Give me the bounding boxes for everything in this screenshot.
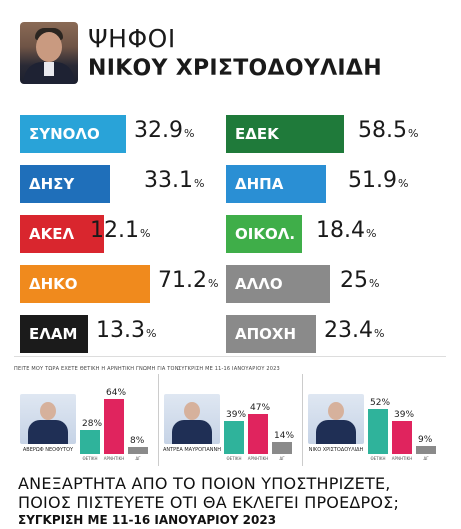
favorability-bar xyxy=(80,430,100,454)
title-bottom: ΝΙΚΟΥ ΧΡΙΣΤΟΔΟΥΛΙΔΗ xyxy=(88,56,382,81)
section-divider xyxy=(14,356,446,357)
favorability-value: 39% xyxy=(394,410,415,420)
party-label: ΣΥΝΟΛΟ xyxy=(20,115,126,153)
party-value: 13.3% xyxy=(96,318,157,343)
candidate-panel-2: ΑΝΤΡΕΑ ΜΑΥΡΟΓΙΑΝΝΗ 39% ΘΕΤΙΚΗ 47% ΑΡΝΗΤΙΚΗ 14… xyxy=(158,374,303,466)
candidate-name: ΑΝΤΡΕΑ ΜΑΥΡΟΓΙΑΝΝΗ xyxy=(162,447,222,453)
party-value: 23.4% xyxy=(324,318,385,343)
candidate-panel-1: ΑΒΕΡΩΦ ΝΕΟΦΥΤΟΥ 28% ΘΕΤΙΚΗ 64% ΑΡΝΗΤΙΚΗ 8% ΔΓ xyxy=(14,374,159,466)
percent-sign: % xyxy=(369,277,380,290)
favorability-bar xyxy=(224,421,244,454)
percent-sign: % xyxy=(145,327,157,340)
favorability-bar xyxy=(416,446,436,454)
party-value: 25% xyxy=(340,268,380,293)
party-value: 33.1% xyxy=(144,168,205,193)
favorability-comparison: ΣΥΓΚΡΙΣΗ ΜΕ 11-16 ΙΑΝΟΥΑΡΙΟΥ 2023 xyxy=(178,366,280,372)
favorability-value: 8% xyxy=(130,436,145,446)
percent-sign: % xyxy=(139,227,151,240)
candidate-photo xyxy=(164,394,220,444)
favorability-bar xyxy=(368,409,388,454)
candidate-portrait xyxy=(20,22,78,84)
favorability-value: 52% xyxy=(370,398,391,408)
favorability-value: 9% xyxy=(418,435,433,445)
party-label: ΕΛΑΜ xyxy=(20,315,88,353)
favorability-category: ΔΓ xyxy=(423,456,429,461)
favorability-value: 47% xyxy=(250,403,271,413)
favorability-bar xyxy=(272,442,292,454)
percent-sign: % xyxy=(193,177,205,190)
percent-sign: % xyxy=(183,127,195,140)
favorability-category: ΑΡΝΗΤΙΚΗ xyxy=(103,456,125,461)
favorability-bar xyxy=(104,399,124,454)
favorability-bar xyxy=(392,421,412,454)
party-value: 71.2% xyxy=(158,268,219,293)
favorability-value: 14% xyxy=(274,431,295,441)
party-value: 18.4% xyxy=(316,218,377,243)
question-line-1: ΑΝΕΞΑΡΤΗΤΑ ΑΠΟ ΤΟ ΠΟΙΟΝ ΥΠΟΣΤΗΡΙΖΕΤΕ, xyxy=(18,474,391,493)
comparison-note: ΣΥΓΚΡΙΣΗ ΜΕ 11-16 ΙΑΝΟΥΑΡΙΟΥ 2023 xyxy=(18,513,277,527)
party-value: 12.1% xyxy=(90,218,151,243)
percent-sign: % xyxy=(373,327,385,340)
party-label: ΔΗΚΟ xyxy=(20,265,150,303)
favorability-bar xyxy=(128,447,148,454)
percent-sign: % xyxy=(407,127,419,140)
candidate-photo xyxy=(308,394,364,444)
party-value: 51.9% xyxy=(348,168,409,193)
favorability-category: ΘΕΤΙΚΗ xyxy=(226,456,242,461)
party-label: ΑΚΕΛ xyxy=(20,215,104,253)
favorability-category: ΑΡΝΗΤΙΚΗ xyxy=(247,456,269,461)
percent-sign: % xyxy=(207,277,219,290)
favorability-bar xyxy=(248,414,268,454)
party-label: ΔΗΣΥ xyxy=(20,165,110,203)
party-label: ΑΛΛΟ xyxy=(226,265,330,303)
candidate-name: ΝΙΚΟ ΧΡΙΣΤΟΔΟΥΛΙΔΗ xyxy=(308,447,364,453)
favorability-value: 64% xyxy=(106,388,127,398)
favorability-caption: ΠΕΙΤΕ ΜΟΥ ΤΩΡΑ ΕΧΕΤΕ ΘΕΤΙΚΗ Η ΑΡΝΗΤΙΚΗ Γ… xyxy=(14,366,181,372)
favorability-category: ΔΓ xyxy=(279,456,285,461)
candidate-name: ΑΒΕΡΩΦ ΝΕΟΦΥΤΟΥ xyxy=(22,447,74,453)
favorability-value: 28% xyxy=(82,419,103,429)
candidate-panel-3: ΝΙΚΟ ΧΡΙΣΤΟΔΟΥΛΙΔΗ 52% ΘΕΤΙΚΗ 39% ΑΡΝΗΤΙΚΗ 9%… xyxy=(302,374,446,466)
party-label: ΑΠΟΧΗ xyxy=(226,315,316,353)
percent-sign: % xyxy=(397,177,409,190)
party-label: ΔΗΠΑ xyxy=(226,165,326,203)
party-label: ΕΔΕΚ xyxy=(226,115,344,153)
favorability-category: ΑΡΝΗΤΙΚΗ xyxy=(391,456,413,461)
favorability-category: ΘΕΤΙΚΗ xyxy=(370,456,386,461)
favorability-value: 39% xyxy=(226,410,247,420)
header: ΨΗΦΟΙ ΝΙΚΟΥ ΧΡΙΣΤΟΔΟΥΛΙΔΗ xyxy=(20,18,450,86)
favorability-category: ΔΓ xyxy=(135,456,141,461)
party-value: 32.9% xyxy=(134,118,195,143)
percent-sign: % xyxy=(365,227,377,240)
favorability-category: ΘΕΤΙΚΗ xyxy=(82,456,98,461)
party-label: ΟΙΚΟΛ. xyxy=(226,215,302,253)
question-line-2: ΠΟΙΟΣ ΠΙΣΤΕΥΕΤΕ ΟΤΙ ΘΑ ΕΚΛΕΓΕΙ ΠΡΟΕΔΡΟΣ; xyxy=(18,493,400,512)
candidate-photo xyxy=(20,394,76,444)
title-top: ΨΗΦΟΙ xyxy=(88,24,176,53)
party-value: 58.5% xyxy=(358,118,419,143)
